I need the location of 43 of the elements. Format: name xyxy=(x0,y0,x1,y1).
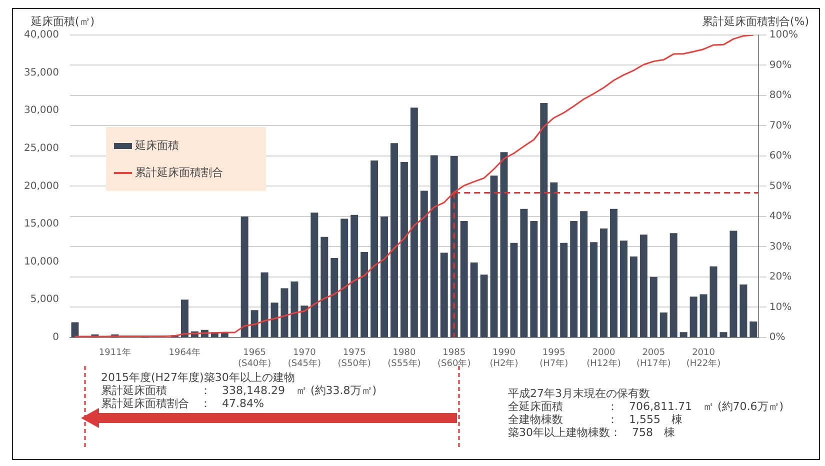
x-tick-label: 1970 (S45年) xyxy=(288,348,322,369)
y2-tick-label: 20% xyxy=(769,272,792,283)
y2-tick-label: 60% xyxy=(769,150,792,162)
y2-tick-label: 50% xyxy=(769,180,792,192)
y2-axis-title: 累計延床面積割合(%) xyxy=(702,15,809,28)
x-tick-label: 2005 (H17年) xyxy=(636,348,671,369)
text: 累計延床面積割合 ： 47.84% xyxy=(101,397,265,410)
text: 全延床面積 ： 706,811.71 ㎡ (約70.6万㎡) xyxy=(508,400,784,413)
y-tick-label: 5,000 xyxy=(30,294,59,306)
y-axis-title: 延床面積(㎡) xyxy=(31,15,95,28)
y2-tick-label: 40% xyxy=(769,211,792,222)
x-tick-label: 1911年 xyxy=(98,347,131,358)
legend-label: 延床面積 xyxy=(135,139,179,152)
text: 全建物棟数 ： 1,555 棟 xyxy=(508,413,684,426)
text: 2015年度(H27年度)築30年以上の建物 xyxy=(101,371,296,384)
x-tick-label: 1985 (S60年) xyxy=(438,348,471,369)
x-tick-label: 2010 (H22年) xyxy=(686,348,721,369)
legend-label: 累計延床面積割合 xyxy=(135,166,223,179)
x-tick-label: 1964年 xyxy=(168,347,201,358)
text: 築30年以上建物棟数： 758 棟 xyxy=(508,426,676,439)
y-tick-label: 30,000 xyxy=(24,105,59,116)
x-tick-label: 1975 (S50年) xyxy=(338,348,371,369)
x-tick-label: 1995 (H7年) xyxy=(540,348,568,369)
y-tick-label: 10,000 xyxy=(24,256,59,268)
y-tick-label: 35,000 xyxy=(24,67,59,78)
y2-tick-label: 70% xyxy=(769,120,792,132)
y-tick-label: 25,000 xyxy=(24,142,59,154)
x-tick-label: 2000 (H12年) xyxy=(586,348,621,369)
x-tick-label: 1965 (S40年) xyxy=(238,348,272,369)
y2-tick-label: 30% xyxy=(769,241,792,252)
text: 累計延床面積 ： 338,148.29 ㎡ (約33.8万㎡) xyxy=(101,384,377,397)
y-tick-label: 15,000 xyxy=(24,218,59,230)
x-tick-label: 1980 (S55年) xyxy=(388,348,421,369)
y2-tick-label: 100% xyxy=(769,30,798,41)
y-tick-label: 0 xyxy=(52,332,59,343)
y2-tick-label: 0% xyxy=(769,332,786,343)
y-tick-label: 20,000 xyxy=(24,180,59,192)
y2-tick-label: 10% xyxy=(769,302,792,313)
y2-tick-label: 90% xyxy=(769,60,792,71)
y2-tick-label: 80% xyxy=(769,90,792,102)
x-tick-label: 1990 (H2年) xyxy=(490,348,518,369)
text: 平成27年3月末現在の保有数 xyxy=(508,387,651,400)
y-tick-label: 40,000 xyxy=(24,30,59,41)
